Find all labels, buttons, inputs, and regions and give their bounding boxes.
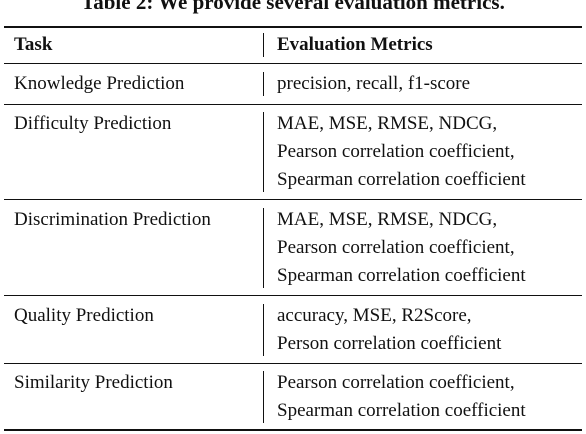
header-evaluation-metrics: Evaluation Metrics	[277, 34, 433, 55]
row-rule	[4, 104, 582, 105]
column-separator	[263, 72, 264, 96]
metrics-cell: precision, recall, f1-score	[277, 70, 582, 98]
column-separator	[263, 304, 264, 356]
table-caption: Table 2: We provide several evaluation m…	[81, 0, 505, 14]
metrics-cell: accuracy, MSE, R2Score, Person correlati…	[277, 302, 582, 358]
column-separator	[263, 112, 264, 192]
task-cell: Difficulty Prediction	[14, 113, 172, 134]
metric-line: Spearman correlation coefficient	[277, 169, 526, 190]
metric-line: Spearman correlation coefficient	[277, 265, 526, 286]
table-row: Quality Prediction accuracy, MSE, R2Scor…	[0, 302, 586, 358]
metric-line: precision, recall, f1-score	[277, 73, 471, 94]
metric-line: Person correlation coefficient	[277, 333, 502, 354]
table-row: Knowledge Prediction precision, recall, …	[0, 70, 586, 98]
metric-line: MAE, MSE, RMSE, NDCG,	[277, 209, 498, 230]
metric-line: MAE, MSE, RMSE, NDCG,	[277, 113, 498, 134]
table-row: Discrimination Prediction MAE, MSE, RMSE…	[0, 206, 586, 290]
header-rule	[4, 63, 582, 64]
task-cell: Similarity Prediction	[14, 372, 173, 393]
row-rule	[4, 363, 582, 364]
column-separator	[263, 371, 264, 423]
metric-line: Pearson correlation coefficient,	[277, 372, 515, 393]
task-cell: Quality Prediction	[14, 305, 154, 326]
header-task: Task	[14, 34, 53, 55]
bottom-rule	[4, 429, 582, 431]
task-cell: Knowledge Prediction	[14, 73, 185, 94]
metric-line: accuracy, MSE, R2Score,	[277, 305, 472, 326]
metric-line: Pearson correlation coefficient,	[277, 141, 515, 162]
task-cell: Discrimination Prediction	[14, 209, 211, 230]
table-row: Difficulty Prediction MAE, MSE, RMSE, ND…	[0, 110, 586, 194]
row-rule	[4, 199, 582, 200]
table-row: Similarity Prediction Pearson correlatio…	[0, 369, 586, 425]
table-header-row: Task Evaluation Metrics	[0, 31, 586, 59]
metrics-cell: MAE, MSE, RMSE, NDCG, Pearson correlatio…	[277, 206, 582, 290]
column-separator	[263, 208, 264, 288]
metric-line: Pearson correlation coefficient,	[277, 237, 515, 258]
column-separator	[263, 33, 264, 57]
metrics-cell: MAE, MSE, RMSE, NDCG, Pearson correlatio…	[277, 110, 582, 194]
metrics-cell: Pearson correlation coefficient, Spearma…	[277, 369, 582, 425]
metric-line: Spearman correlation coefficient	[277, 400, 526, 421]
row-rule	[4, 295, 582, 296]
top-rule	[4, 26, 582, 28]
